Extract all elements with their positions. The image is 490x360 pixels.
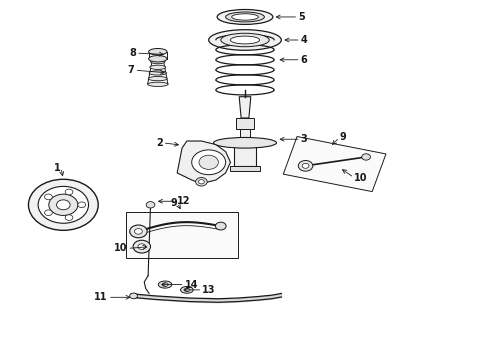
Polygon shape <box>236 118 254 129</box>
Ellipse shape <box>149 71 167 75</box>
Circle shape <box>362 154 370 160</box>
Text: 13: 13 <box>202 285 216 295</box>
Ellipse shape <box>148 77 167 81</box>
Text: 10: 10 <box>354 172 368 183</box>
Ellipse shape <box>184 288 190 292</box>
Polygon shape <box>283 136 386 192</box>
Circle shape <box>138 244 146 249</box>
Circle shape <box>56 200 70 210</box>
Text: 2: 2 <box>156 138 163 148</box>
Text: 10: 10 <box>114 243 127 253</box>
Ellipse shape <box>181 287 193 293</box>
Ellipse shape <box>158 281 172 288</box>
Polygon shape <box>177 141 230 184</box>
Circle shape <box>216 222 226 230</box>
Polygon shape <box>234 145 256 166</box>
Ellipse shape <box>209 30 281 50</box>
Text: 12: 12 <box>177 196 191 206</box>
Text: 8: 8 <box>129 48 136 58</box>
Text: 1: 1 <box>54 163 61 172</box>
Ellipse shape <box>225 12 265 22</box>
Ellipse shape <box>150 65 166 69</box>
Text: 3: 3 <box>301 134 307 144</box>
Circle shape <box>78 202 86 208</box>
Text: 4: 4 <box>301 35 307 45</box>
Circle shape <box>130 293 138 299</box>
Ellipse shape <box>162 283 168 286</box>
Ellipse shape <box>150 59 165 64</box>
Ellipse shape <box>147 82 168 86</box>
Text: 5: 5 <box>298 12 305 22</box>
Text: 9: 9 <box>340 132 346 143</box>
Circle shape <box>130 225 147 238</box>
Circle shape <box>28 179 98 230</box>
Text: 7: 7 <box>128 65 135 75</box>
Circle shape <box>45 194 52 200</box>
Circle shape <box>135 229 142 234</box>
Circle shape <box>298 161 313 171</box>
Circle shape <box>302 163 309 168</box>
Circle shape <box>199 155 219 169</box>
Polygon shape <box>239 97 251 118</box>
Ellipse shape <box>230 36 260 44</box>
Circle shape <box>45 210 52 216</box>
Polygon shape <box>230 166 260 171</box>
Circle shape <box>198 180 204 184</box>
Circle shape <box>38 186 89 223</box>
Circle shape <box>133 240 150 253</box>
Text: 11: 11 <box>95 292 108 302</box>
Circle shape <box>146 202 155 208</box>
Text: 6: 6 <box>301 55 307 65</box>
Bar <box>126 212 238 258</box>
Ellipse shape <box>214 138 276 148</box>
Polygon shape <box>240 129 250 143</box>
Text: 9: 9 <box>171 198 177 208</box>
Ellipse shape <box>217 9 273 24</box>
Circle shape <box>196 177 207 186</box>
Circle shape <box>65 189 73 195</box>
Ellipse shape <box>221 33 269 47</box>
Ellipse shape <box>148 55 167 62</box>
Text: 14: 14 <box>184 280 198 289</box>
Ellipse shape <box>232 14 258 20</box>
Circle shape <box>192 150 225 175</box>
Circle shape <box>65 215 73 220</box>
Ellipse shape <box>148 49 167 55</box>
Circle shape <box>49 194 78 215</box>
